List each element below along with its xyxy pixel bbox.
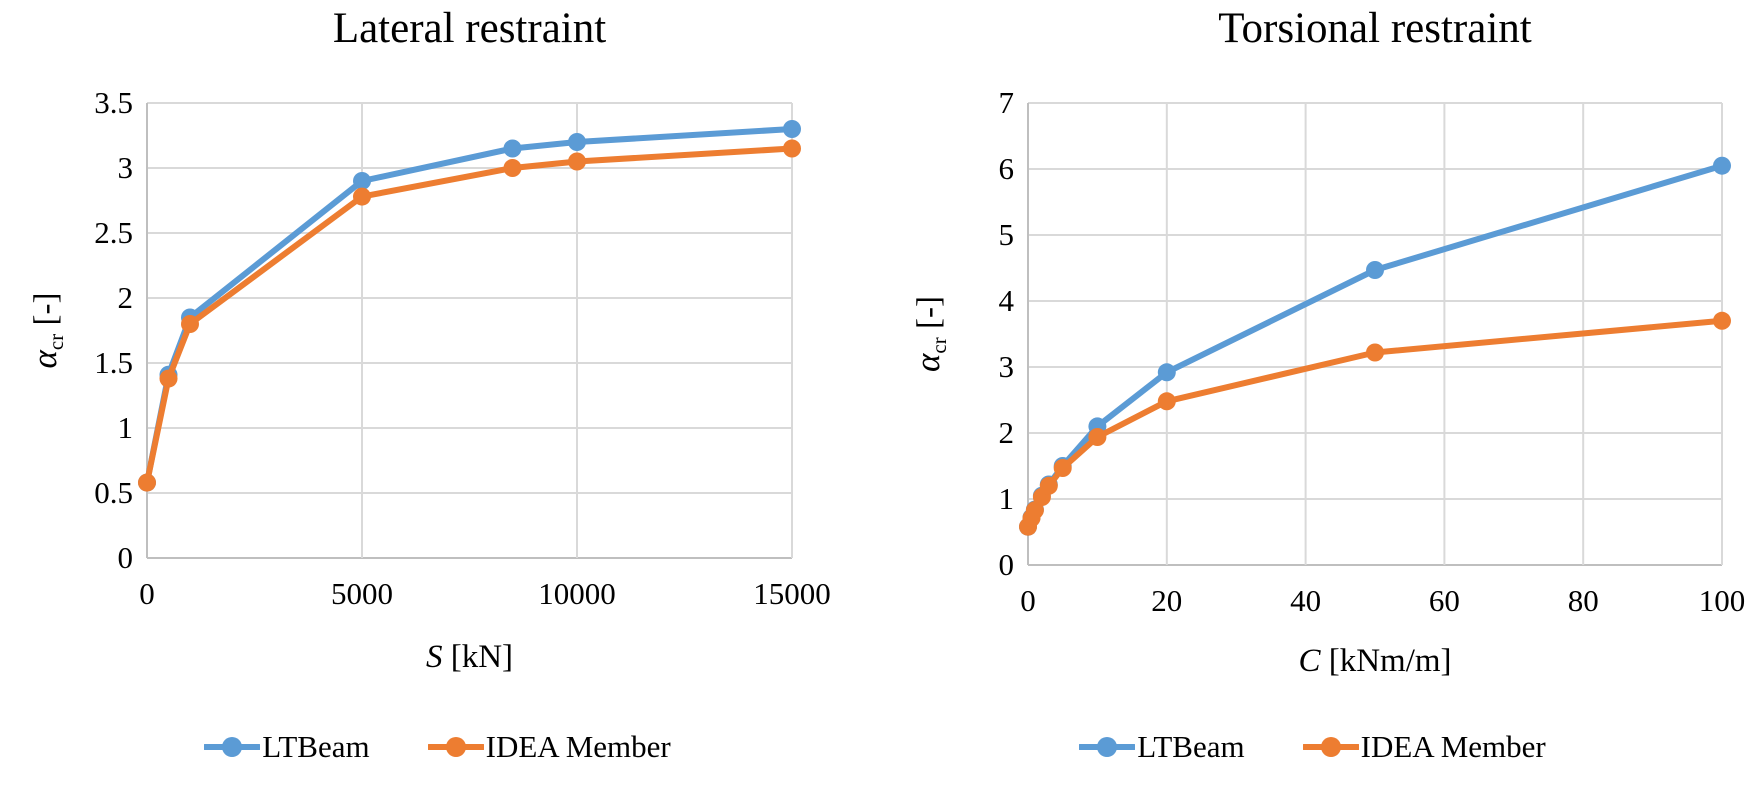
legend: LTBeam IDEA Member xyxy=(875,724,1750,770)
data-point-marker xyxy=(1366,343,1384,362)
data-point-marker xyxy=(568,152,586,171)
y-tick-label: 2 xyxy=(999,415,1015,450)
y-tick-label: 0 xyxy=(118,540,134,575)
series-line-ltbeam xyxy=(144,126,795,486)
x-tick-label: 100 xyxy=(1699,583,1746,618)
legend: LTBeam IDEA Member xyxy=(0,724,875,770)
data-point-marker xyxy=(1039,476,1058,495)
chart-lateral-restraint: Lateral restraint 0 0.5 1 1.5 2 2.5 3 3.5 0 5000 1… xyxy=(0,5,875,770)
y-tick-label: 1 xyxy=(999,481,1015,516)
x-tick-label: 60 xyxy=(1429,583,1460,618)
series-line-idea-member xyxy=(144,145,795,486)
legend-label: IDEA Member xyxy=(485,729,671,764)
y-tick-label: 1.5 xyxy=(94,345,133,380)
legend-dot xyxy=(1097,737,1118,757)
data-point-marker xyxy=(1025,501,1044,520)
legend-dot xyxy=(222,737,243,757)
x-tick-label: 10000 xyxy=(538,576,616,611)
legend-marker-icon xyxy=(1079,737,1136,757)
legend-label: LTBeam xyxy=(1137,729,1245,764)
legend-label: LTBeam xyxy=(262,729,370,764)
plot-area: 0 1 2 3 4 5 6 7 0 20 40 60 80 100 C [kNm/m] αcr [-] xyxy=(908,85,1746,679)
data-point-marker xyxy=(159,369,178,388)
y-tick-label: 5 xyxy=(999,217,1015,252)
data-point-marker xyxy=(1053,459,1072,477)
legend-dot xyxy=(1320,737,1341,757)
data-point-marker xyxy=(783,139,801,158)
data-point-marker xyxy=(1713,156,1731,175)
x-axis-title: S [kN] xyxy=(426,639,513,675)
y-tick-label: 3 xyxy=(118,150,134,185)
y-tick-label: 3.5 xyxy=(94,85,133,120)
data-point-marker xyxy=(1157,363,1176,382)
x-tick-label: 20 xyxy=(1151,583,1182,618)
legend-item-idea-member: IDEA Member xyxy=(427,729,671,765)
x-tick-label: 15000 xyxy=(753,576,831,611)
y-tick-label: 0 xyxy=(999,547,1015,582)
data-point-marker xyxy=(1088,428,1107,446)
x-tick-label: 80 xyxy=(1568,583,1599,618)
chart-torsional-restraint: Torsional restraint 0 1 2 3 4 5 6 7 0 20 40 60 80 100… xyxy=(875,0,1750,793)
y-tick-label: 3 xyxy=(999,349,1015,384)
x-axis-title: C [kNm/m] xyxy=(1298,643,1451,679)
data-point-marker xyxy=(503,159,522,177)
y-tick-label: 2 xyxy=(118,280,134,315)
data-point-marker xyxy=(353,187,371,206)
x-tick-label: 40 xyxy=(1290,583,1321,618)
data-point-marker xyxy=(1713,311,1731,330)
y-tick-label: 2.5 xyxy=(94,215,133,250)
y-tick-label: 7 xyxy=(999,85,1015,120)
x-tick-label: 5000 xyxy=(331,576,393,611)
data-point-marker xyxy=(1366,261,1384,279)
legend-item-ltbeam: LTBeam xyxy=(1079,729,1245,765)
data-point-marker xyxy=(1157,392,1176,411)
legend-marker-icon xyxy=(427,737,484,757)
data-point-marker xyxy=(783,120,801,138)
x-tick-label: 0 xyxy=(139,576,155,611)
x-tick-label: 0 xyxy=(1020,583,1036,618)
data-point-marker xyxy=(568,133,586,151)
legend-marker-icon xyxy=(204,737,261,757)
chart-title: Lateral restraint xyxy=(332,5,607,52)
data-point-marker xyxy=(181,315,199,333)
legend-label: IDEA Member xyxy=(1360,729,1546,764)
data-point-marker xyxy=(138,473,156,492)
y-tick-label: 4 xyxy=(999,283,1015,318)
y-tick-label: 6 xyxy=(999,151,1015,186)
legend-marker-icon xyxy=(1302,737,1359,757)
data-point-marker xyxy=(353,172,371,190)
legend-item-ltbeam: LTBeam xyxy=(204,729,370,765)
y-axis-title: αcr [-] xyxy=(908,296,951,372)
legend-dot xyxy=(445,737,466,757)
plot-area: 0 0.5 1 1.5 2 2.5 3 3.5 0 5000 10000 15000 S [kN] αcr… xyxy=(25,85,831,675)
chart-title: Torsional restraint xyxy=(1218,5,1532,52)
y-tick-label: 1 xyxy=(118,410,134,445)
data-point-marker xyxy=(503,139,522,158)
y-axis-title: αcr [-] xyxy=(25,293,68,369)
y-tick-label: 0.5 xyxy=(94,475,133,510)
legend-item-idea-member: IDEA Member xyxy=(1302,729,1546,765)
